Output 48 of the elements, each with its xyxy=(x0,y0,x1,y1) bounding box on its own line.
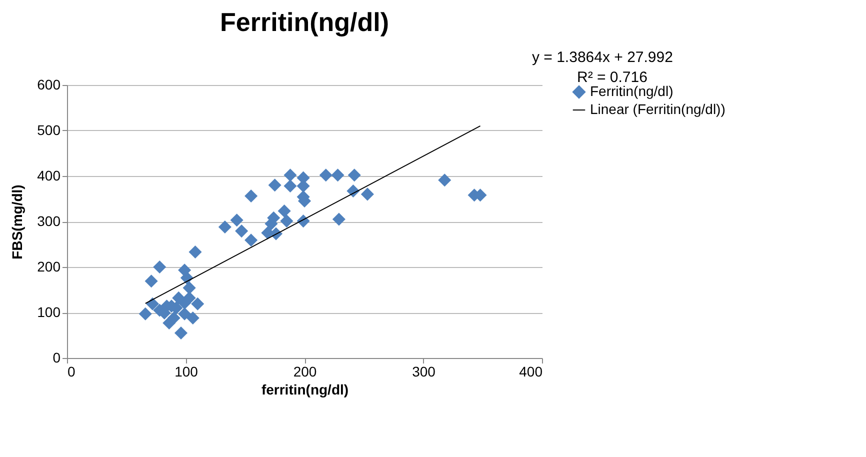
point xyxy=(172,291,186,304)
point xyxy=(284,168,297,182)
x-tick-label: 300 xyxy=(412,364,436,380)
point xyxy=(174,326,188,340)
point xyxy=(188,245,202,259)
point xyxy=(348,168,361,182)
chart-title: Ferritin(ng/dl) xyxy=(220,7,389,37)
point xyxy=(138,307,152,320)
point xyxy=(284,179,297,193)
point xyxy=(244,234,258,247)
x-tick-label: 400 xyxy=(519,364,543,380)
point xyxy=(319,168,332,182)
point xyxy=(331,168,344,182)
point xyxy=(235,224,248,238)
point xyxy=(268,178,282,192)
legend-label: Linear (Ferritin(ng/dl)) xyxy=(590,101,726,117)
point xyxy=(218,220,232,234)
y-axis-title: FBS(mg/dl) xyxy=(9,184,26,260)
y-tick-label: 100 xyxy=(37,304,61,320)
point xyxy=(182,291,196,304)
legend-label: Ferritin(ng/dl) xyxy=(590,83,674,99)
point xyxy=(186,311,200,324)
point xyxy=(182,281,196,294)
point xyxy=(244,190,258,203)
x-tick-label: 100 xyxy=(174,364,198,380)
point xyxy=(438,174,452,187)
x-axis-title: ferritin(ng/dl) xyxy=(261,382,349,398)
point xyxy=(178,307,192,320)
y-tick-label: 300 xyxy=(37,213,61,229)
y-tick-label: 0 xyxy=(52,350,61,366)
y-tick-label: 400 xyxy=(37,168,61,184)
point xyxy=(191,297,204,310)
point xyxy=(360,188,374,201)
point xyxy=(178,264,192,277)
x-tick-label: 0 xyxy=(68,364,76,380)
text: R² = 0.716 xyxy=(577,69,648,86)
y-tick-label: 600 xyxy=(37,76,61,92)
point xyxy=(332,212,346,226)
y-tick-label: 500 xyxy=(37,122,61,138)
point xyxy=(278,204,291,218)
point xyxy=(153,260,166,274)
point xyxy=(167,311,180,324)
text: y = 1.3864x + 27.992 xyxy=(532,49,673,66)
y-tick-label: 200 xyxy=(37,258,61,274)
x-tick-label: 200 xyxy=(293,364,317,380)
point xyxy=(144,274,158,288)
point xyxy=(230,214,244,227)
point xyxy=(280,214,294,228)
